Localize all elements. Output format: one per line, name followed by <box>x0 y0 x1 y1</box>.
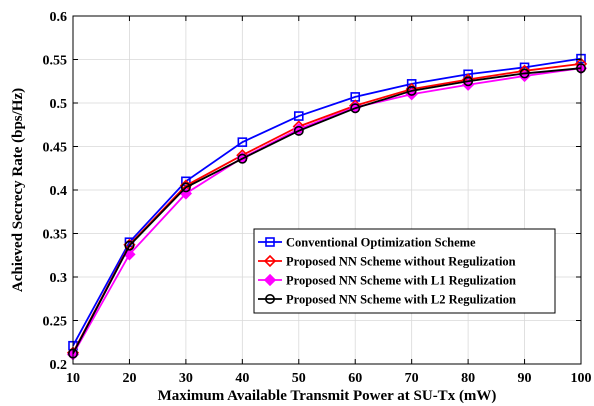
legend-label: Conventional Optimization Scheme <box>286 236 476 250</box>
series-line <box>72 57 582 347</box>
data-point <box>237 137 248 147</box>
y-tick-label: 0.5 <box>50 97 68 112</box>
legend-marker <box>265 237 275 247</box>
data-point <box>463 69 473 80</box>
legend-item: Conventional Optimization Scheme <box>258 236 476 250</box>
legend-label: Proposed NN Scheme with L2 Regulization <box>286 293 516 307</box>
x-axis-title: Maximum Available Transmit Power at SU-T… <box>158 388 497 404</box>
x-tick-label: 20 <box>122 371 136 386</box>
x-tick-label: 30 <box>179 371 193 386</box>
legend-item: Proposed NN Scheme without Regulization <box>258 255 516 269</box>
x-tick-label: 100 <box>571 371 592 386</box>
x-tick-label: 90 <box>518 371 532 386</box>
y-tick-label: 0.6 <box>50 10 68 25</box>
data-point <box>519 68 530 79</box>
legend-label: Proposed NN Scheme without Regulization <box>286 255 516 269</box>
x-tick-label: 10 <box>66 371 80 386</box>
x-tick-label: 70 <box>405 371 419 386</box>
legend-marker <box>264 293 275 304</box>
legend-label: Proposed NN Scheme with L1 Regulization <box>286 274 516 288</box>
y-tick-label: 0.2 <box>50 358 68 373</box>
x-tick-label: 60 <box>348 371 362 386</box>
data-point <box>406 85 417 96</box>
series-3 <box>66 62 588 361</box>
legend-item: Proposed NN Scheme with L2 Regulization <box>258 293 516 307</box>
data-point <box>124 240 135 251</box>
series-4 <box>68 63 586 359</box>
series-line <box>72 67 582 355</box>
data-point <box>406 79 417 89</box>
y-tick-label: 0.35 <box>43 228 68 243</box>
series-line <box>72 67 582 354</box>
legend-marker <box>263 254 277 268</box>
x-tick-label: 40 <box>235 371 249 386</box>
series-line <box>72 62 582 354</box>
grid <box>73 16 581 364</box>
x-tick-label: 50 <box>292 371 306 386</box>
y-tick-label: 0.45 <box>43 141 68 156</box>
y-tick-label: 0.3 <box>50 271 68 286</box>
data-point <box>293 125 304 136</box>
data-point <box>180 182 191 193</box>
data-point <box>350 103 361 114</box>
legend-box <box>253 228 556 314</box>
legend-marker <box>263 273 277 287</box>
y-tick-label: 0.55 <box>43 54 68 69</box>
legend-item: Proposed NN Scheme with L1 Regulization <box>258 274 516 288</box>
y-tick-label: 0.4 <box>50 184 68 199</box>
data-point <box>293 111 304 121</box>
x-tick-label: 80 <box>461 371 475 386</box>
y-tick-label: 0.25 <box>43 315 68 330</box>
y-axis-title: Achieved Secrecy Rate (bps/Hz) <box>10 88 26 292</box>
axis-ticks: 10 20 30 40 50 60 70 80 90 100 0.2 0.25 0.3 0.35 0.4 0.… <box>43 10 592 386</box>
series-lines <box>66 53 588 361</box>
legend: Conventional Optimization Scheme Proposed… <box>253 228 556 314</box>
data-point <box>237 153 248 164</box>
data-point <box>463 76 474 87</box>
